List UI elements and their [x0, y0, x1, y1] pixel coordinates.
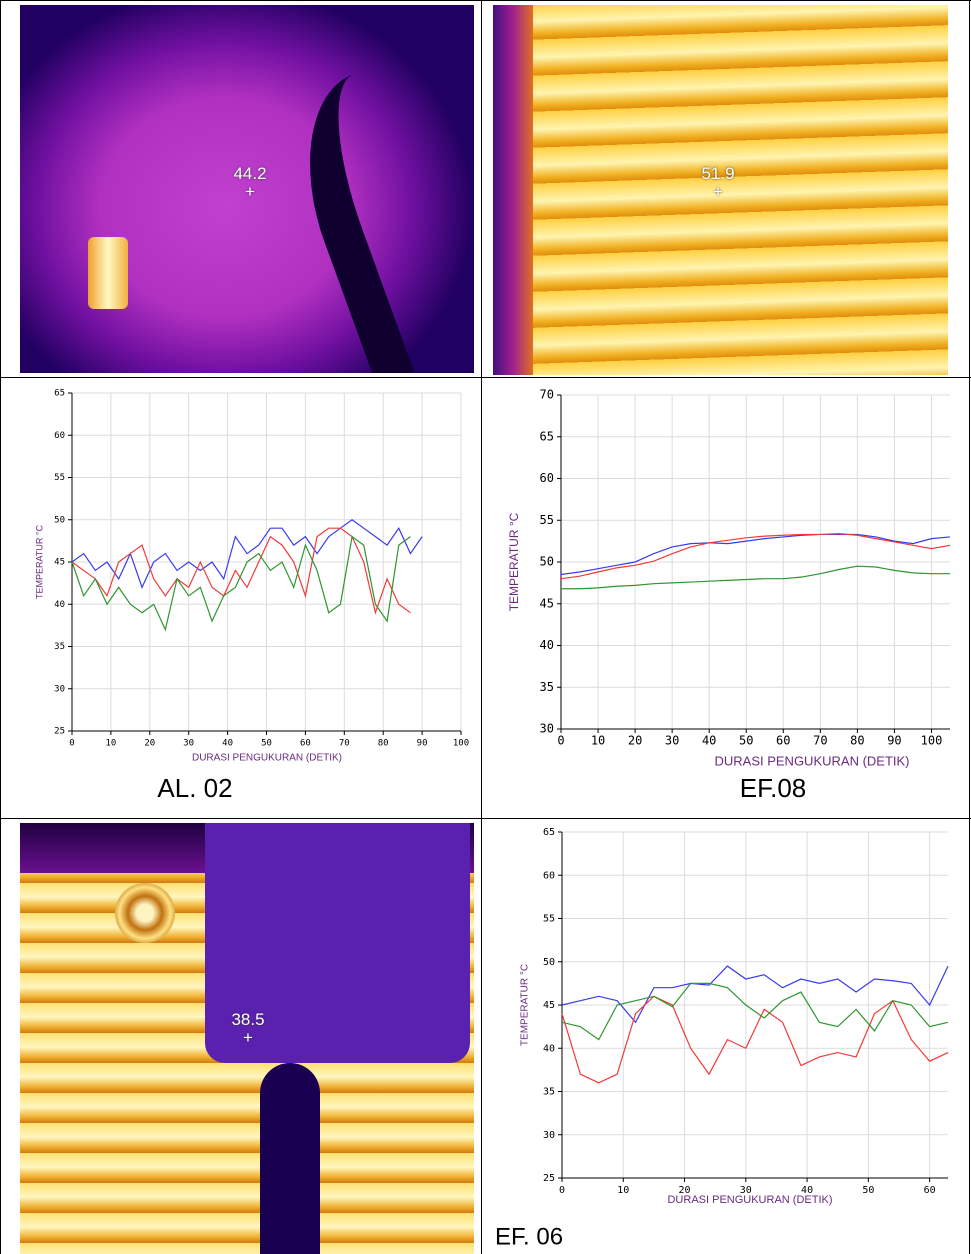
edge: [493, 5, 533, 375]
x-tick-label: 20: [679, 1185, 691, 1196]
y-tick-label: 30: [543, 1130, 555, 1141]
y-tick-label: 50: [543, 957, 555, 968]
reading-value: 38.5: [231, 1010, 265, 1029]
series-line: [561, 965, 949, 1024]
x-tick-label: 20: [144, 739, 155, 749]
x-tick-label: 80: [850, 734, 864, 748]
x-tick-label: 20: [628, 734, 642, 748]
y-tick-label: 25: [543, 1173, 555, 1184]
x-tick-label: 10: [617, 1185, 629, 1196]
thermal-image: 51.9 +: [493, 5, 948, 375]
x-axis-label: DURASI PENGUKURAN (DETIK): [192, 753, 342, 764]
y-tick-label: 60: [54, 431, 65, 441]
y-tick-label: 25: [54, 727, 65, 737]
reading-value: 44.2: [233, 164, 267, 183]
x-tick-label: 50: [261, 739, 272, 749]
x-tick-label: 100: [921, 734, 943, 748]
border: [969, 0, 970, 1254]
x-tick-label: 90: [417, 739, 428, 749]
y-tick-label: 30: [540, 722, 554, 736]
reading-value: 51.9: [701, 164, 735, 183]
x-tick-label: 40: [222, 739, 233, 749]
y-tick-label: 50: [540, 555, 554, 569]
y-tick-label: 45: [54, 558, 65, 568]
series-line: [561, 982, 949, 1041]
x-axis-label: DURASI PENGUKURAN (DETIK): [667, 1194, 832, 1206]
temperature-reading: 51.9 +: [701, 164, 735, 201]
y-tick-label: 65: [54, 389, 65, 399]
caption: AL. 02: [157, 773, 232, 803]
x-tick-label: 80: [378, 739, 389, 749]
x-tick-label: 30: [665, 734, 679, 748]
series-line: [561, 565, 950, 590]
x-tick-label: 0: [69, 739, 74, 749]
hot-spot: [88, 237, 128, 309]
caption: EF. 06: [495, 1223, 563, 1250]
y-tick-label: 35: [543, 1087, 555, 1098]
border: [0, 0, 1, 1254]
series-line: [71, 527, 411, 615]
x-tick-label: 40: [702, 734, 716, 748]
y-tick-label: 40: [543, 1043, 555, 1054]
x-tick-label: 0: [559, 1185, 565, 1196]
border: [0, 377, 971, 378]
y-tick-label: 55: [543, 914, 555, 925]
y-tick-label: 70: [540, 388, 554, 402]
x-tick-label: 60: [924, 1185, 936, 1196]
series-line: [71, 535, 411, 632]
x-tick-label: 60: [300, 739, 311, 749]
x-tick-label: 50: [739, 734, 753, 748]
border: [0, 818, 971, 819]
border: [0, 0, 971, 1]
junction-box: [205, 823, 470, 1063]
caption: EF.08: [740, 773, 807, 803]
cable: [260, 1063, 320, 1254]
y-tick-label: 45: [540, 596, 554, 610]
y-tick-label: 65: [540, 429, 554, 443]
y-axis-label: TEMPERATUR °C: [507, 512, 521, 611]
thermal-image: 44.2 +: [20, 5, 474, 373]
y-tick-label: 55: [54, 473, 65, 483]
y-tick-label: 60: [543, 870, 555, 881]
y-axis-label: TEMPERATUR °C: [520, 964, 531, 1046]
series-line: [561, 995, 949, 1084]
thermal-image: 38.5 +: [20, 823, 474, 1254]
x-tick-label: 100: [453, 739, 469, 749]
x-tick-label: 70: [813, 734, 827, 748]
y-tick-label: 35: [54, 642, 65, 652]
x-tick-label: 0: [557, 734, 564, 748]
y-axis-label: TEMPERATUR °C: [34, 525, 44, 599]
x-tick-label: 60: [776, 734, 790, 748]
temperature-reading: 38.5 +: [231, 1010, 265, 1047]
x-tick-label: 70: [339, 739, 350, 749]
series-line: [560, 533, 951, 580]
x-axis-label: DURASI PENGUKURAN (DETIK): [714, 753, 909, 768]
y-tick-label: 60: [540, 471, 554, 485]
border: [481, 0, 482, 1254]
x-tick-label: 50: [862, 1185, 874, 1196]
temperature-reading: 44.2 +: [233, 164, 267, 201]
x-tick-label: 40: [801, 1185, 813, 1196]
y-tick-label: 65: [543, 827, 555, 838]
x-tick-label: 90: [887, 734, 901, 748]
x-tick-label: 30: [740, 1185, 752, 1196]
y-tick-label: 40: [540, 638, 554, 652]
y-tick-label: 45: [543, 1000, 555, 1011]
y-tick-label: 35: [540, 680, 554, 694]
y-tick-label: 55: [540, 513, 554, 527]
x-tick-label: 30: [183, 739, 194, 749]
y-tick-label: 30: [54, 684, 65, 694]
y-tick-label: 50: [54, 515, 65, 525]
series-line: [560, 533, 951, 576]
x-tick-label: 10: [105, 739, 116, 749]
bolt: [115, 883, 175, 943]
y-tick-label: 40: [54, 600, 65, 610]
x-tick-label: 10: [591, 734, 605, 748]
